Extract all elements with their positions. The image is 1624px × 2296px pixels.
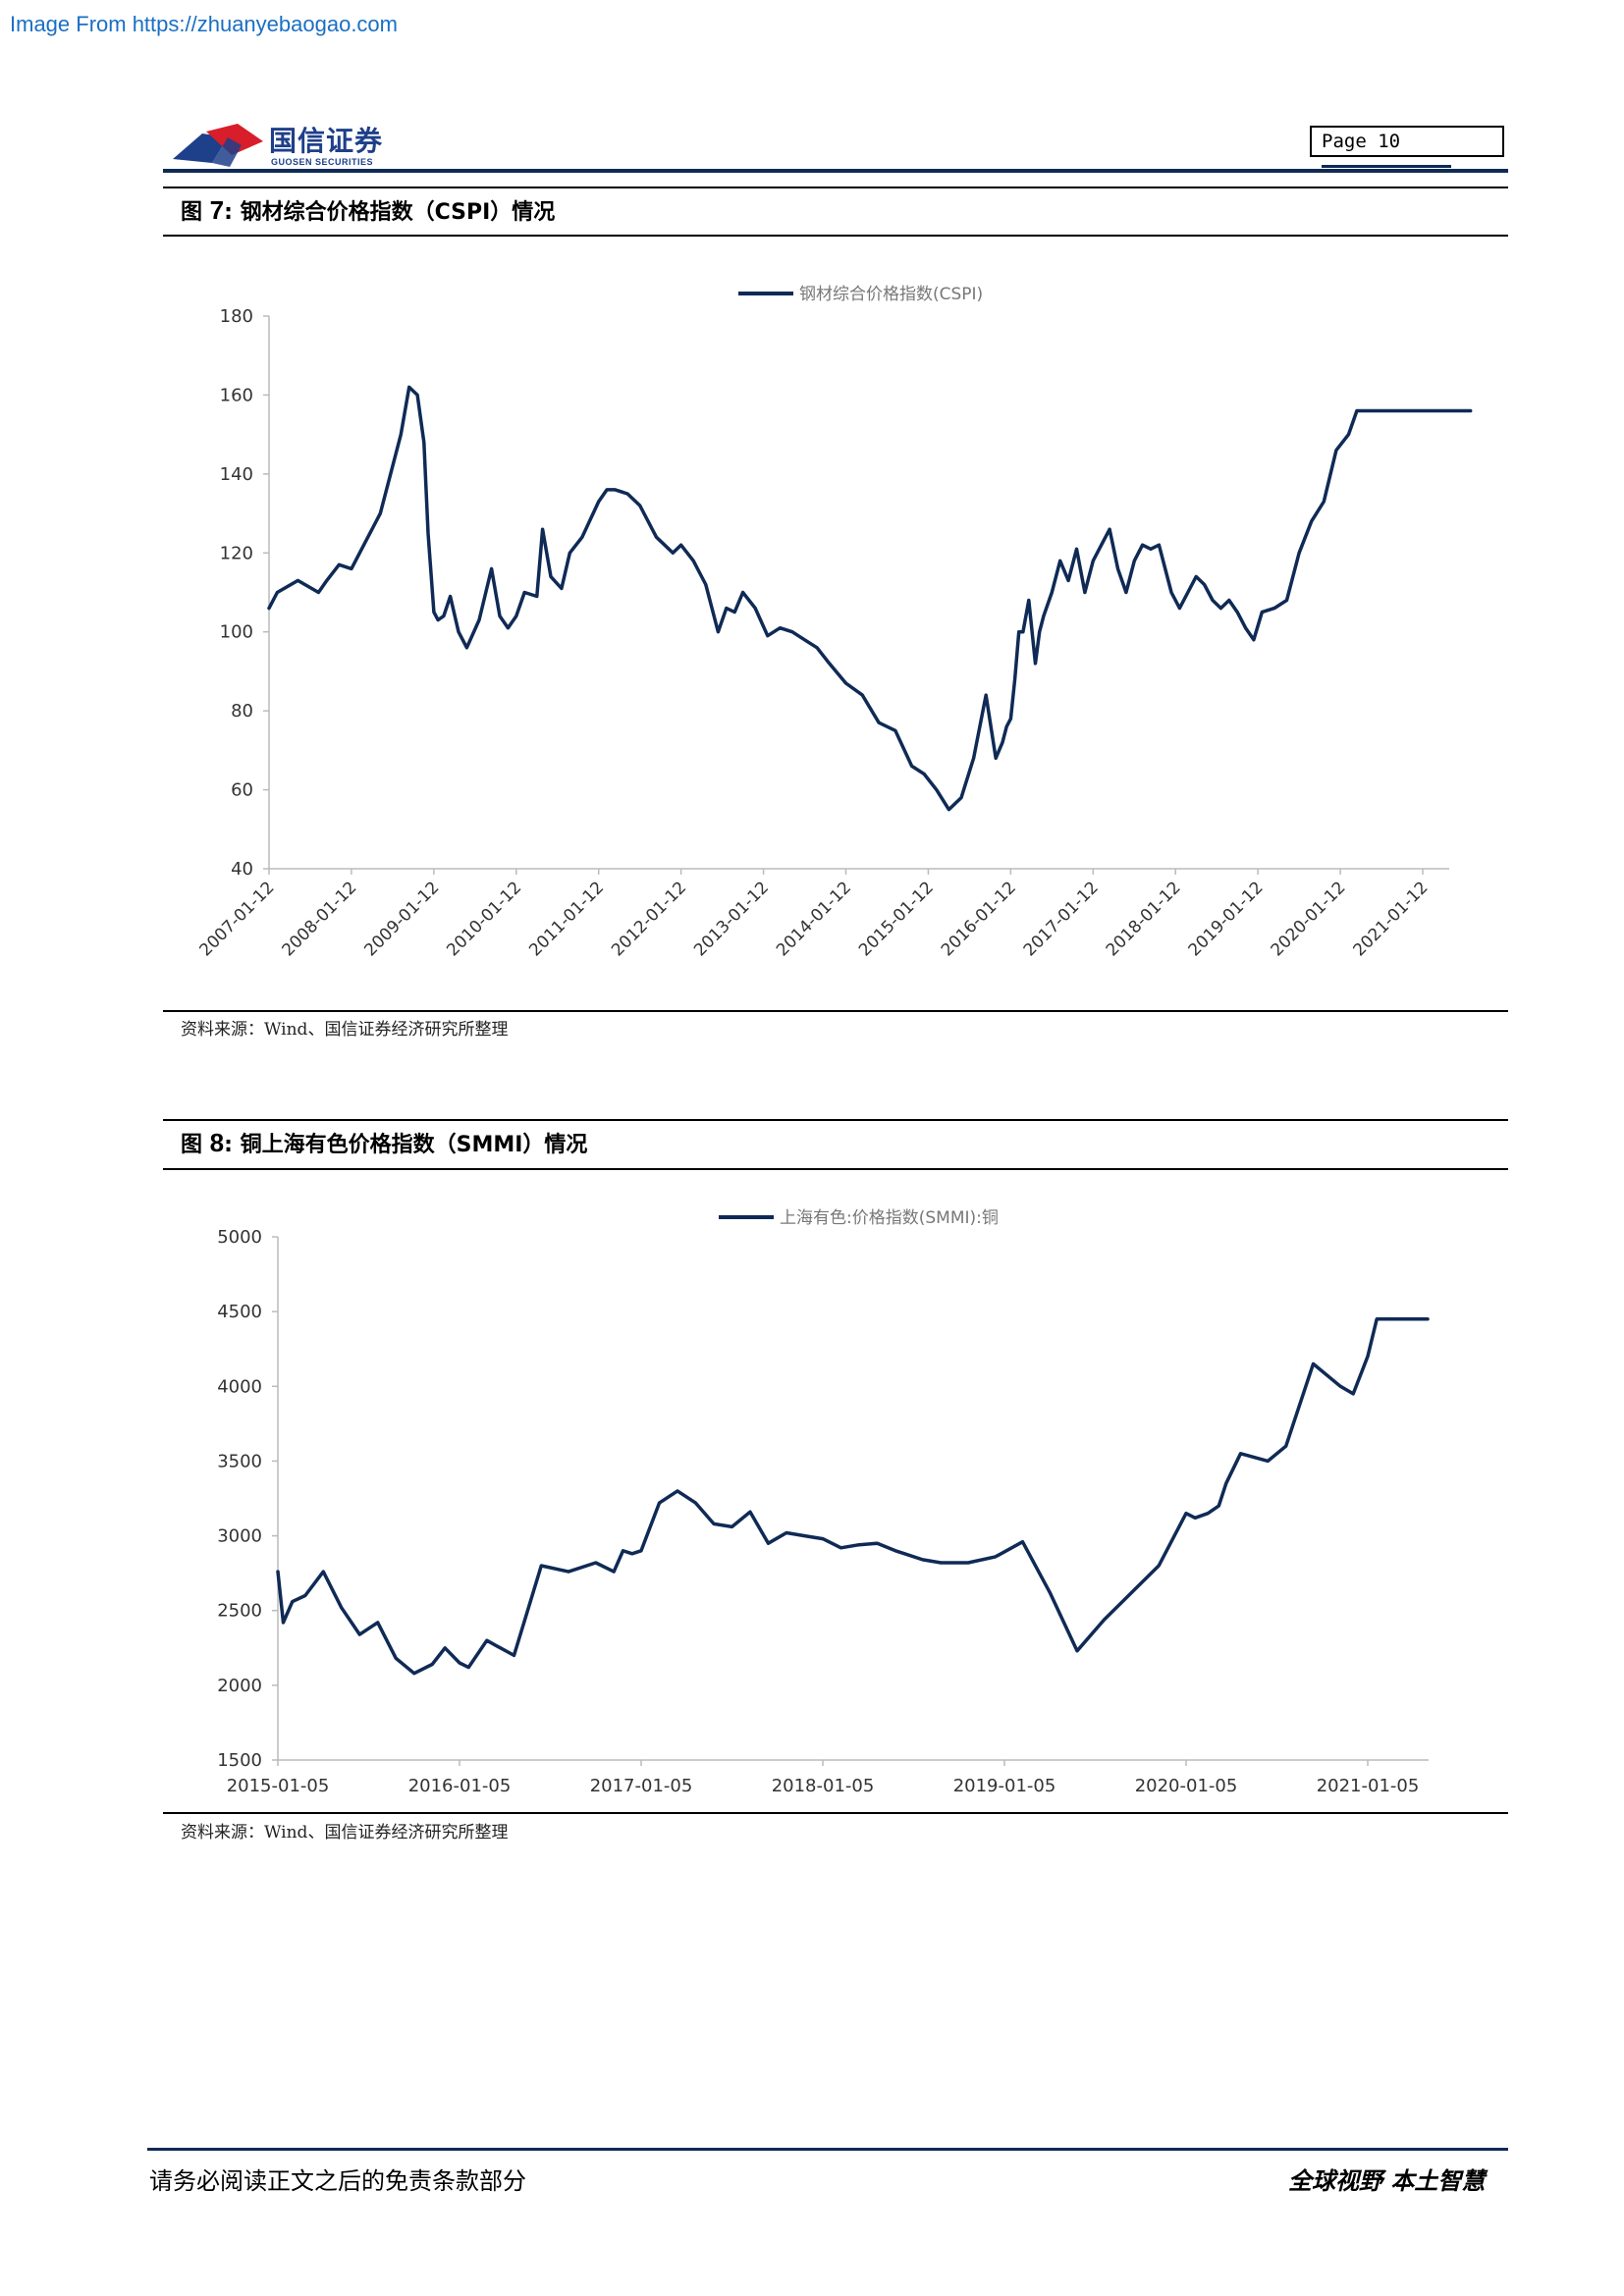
- cspi-y-tick-label: 160: [220, 385, 253, 405]
- cspi-y-tick-label: 100: [220, 622, 253, 643]
- smmi-y-tick-label: 4500: [217, 1302, 262, 1322]
- guosen-logo: 国信证券 GUOSEN SECURITIES: [173, 116, 408, 175]
- figure-8-number: 8: [209, 1128, 225, 1157]
- smmi-x-tick-label: 2019-01-05: [953, 1776, 1056, 1796]
- figure-7-title-text: : 钢材综合价格指数（CSPI）情况: [224, 200, 556, 225]
- figure-8-title-rule: [163, 1168, 1508, 1170]
- header-rule: [163, 169, 1508, 173]
- figure-8-title-prefix: 图: [181, 1133, 210, 1157]
- figure-8-title: 图 8: 铜上海有色价格指数（SMMI）情况: [181, 1127, 587, 1158]
- smmi-x-tick-label: 2018-01-05: [772, 1776, 875, 1796]
- smmi-x-tick-label: 2016-01-05: [408, 1776, 512, 1796]
- cspi-series-line: [267, 385, 1473, 812]
- figure-8-source: 资料来源：Wind、国信证券经济研究所整理: [181, 1823, 509, 1842]
- cspi-legend-label: 钢材综合价格指数(CSPI): [799, 285, 983, 304]
- logo-text-cn: 国信证券: [269, 125, 384, 157]
- figure-7-source: 资料来源：Wind、国信证券经济研究所整理: [181, 1020, 509, 1040]
- figure-8-top-rule: [163, 1119, 1508, 1121]
- smmi-y-tick-label: 1500: [217, 1750, 262, 1771]
- logo-text-en: GUOSEN SECURITIES: [271, 157, 374, 167]
- smmi-x-tick-label: 2015-01-05: [227, 1776, 330, 1796]
- cspi-y-tick-label: 120: [220, 543, 253, 563]
- cspi-y-tick-label: 180: [220, 306, 253, 327]
- cspi-y-tick-label: 80: [231, 701, 253, 721]
- smmi-y-tick-label: 5000: [217, 1227, 262, 1248]
- source-banner[interactable]: Image From https://zhuanyebaogao.com: [10, 12, 398, 36]
- figure-7-title-prefix: 图: [181, 200, 210, 225]
- smmi-chart: 1500 2000 2500 3000 3500 4000 4500 5000 2015-01-…: [217, 1208, 1430, 1796]
- smmi-y-tick-label: 2500: [217, 1601, 262, 1622]
- cspi-y-tick-label: 40: [231, 859, 253, 880]
- figure-7-title: 图 7: 钢材综合价格指数（CSPI）情况: [181, 194, 555, 226]
- smmi-series-line: [276, 1317, 1430, 1676]
- smmi-y-tick-label: 3500: [217, 1451, 262, 1471]
- smmi-x-tick-label: 2017-01-05: [590, 1776, 693, 1796]
- disclaimer-note: 请务必阅读正文之后的免责条款部分: [149, 2167, 526, 2195]
- smmi-y-tick-label: 4000: [217, 1376, 262, 1397]
- cspi-y-tick-label: 60: [231, 780, 253, 801]
- logo-mark-icon: [173, 124, 263, 167]
- footer-rule: [147, 2148, 1508, 2151]
- smmi-x-tick-label: 2021-01-05: [1317, 1776, 1420, 1796]
- page-number-box: Page 10: [1310, 126, 1504, 157]
- page-box-underline: [1322, 165, 1451, 168]
- smmi-legend-label: 上海有色:价格指数(SMMI):铜: [780, 1208, 999, 1228]
- slogan: 全球视野 本土智慧: [1288, 2166, 1486, 2195]
- smmi-y-tick-label: 2000: [217, 1676, 262, 1696]
- figure-7-title-rule: [163, 235, 1508, 237]
- figure-7-top-rule: [163, 187, 1508, 188]
- cspi-y-tick-label: 140: [220, 464, 253, 485]
- smmi-x-tick-label: 2020-01-05: [1135, 1776, 1238, 1796]
- figure-7-bottom-rule: [163, 1010, 1508, 1012]
- figure-8-bottom-rule: [163, 1812, 1508, 1814]
- figure-7-number: 7: [209, 195, 225, 225]
- figure-8-title-text: : 铜上海有色价格指数（SMMI）情况: [224, 1133, 588, 1157]
- smmi-y-tick-label: 3000: [217, 1526, 262, 1547]
